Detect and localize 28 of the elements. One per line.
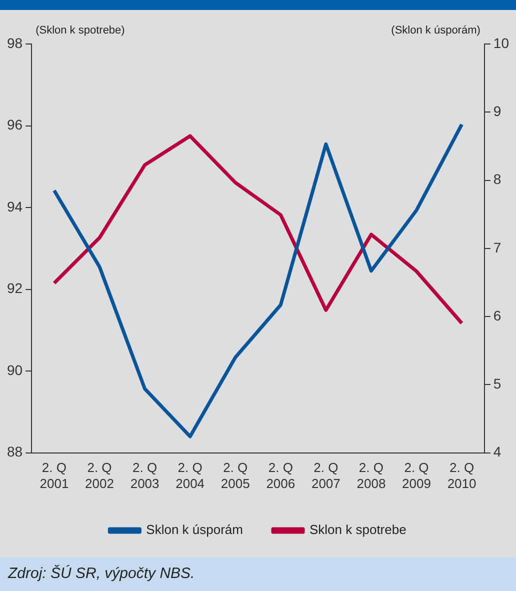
x-tick-label: 2. Q 2003	[130, 460, 160, 491]
text: Zdroj: ŠÚ SR, výpočty NBS.	[6, 564, 196, 582]
x-tick-label: 2. Q 2009	[402, 460, 431, 491]
x-tick-label: 2. Q 2006	[266, 460, 296, 491]
x-tick-label: 2. Q 2005	[220, 460, 250, 491]
x-tick-label: 2. Q 2001	[40, 460, 69, 491]
x-tick-label: 2. Q 2007	[311, 460, 340, 491]
y-tick-label: 92	[6, 280, 23, 296]
y-tick-label: 96	[6, 116, 23, 133]
y2-tick-label: 7	[493, 239, 502, 256]
y2-tick-label: 9	[493, 102, 502, 119]
legend-label: Sklon k spotrebe	[309, 522, 406, 538]
y-tick-label: 94	[6, 198, 23, 214]
x-tick-label: 2. Q 2008	[356, 460, 386, 491]
y-axis-title: (Sklon k spotrebe)	[36, 24, 125, 37]
y2-tick-label: 10	[493, 34, 510, 51]
x-tick-label: 2. Q 2010	[447, 460, 476, 491]
y-tick-label: 88	[6, 444, 23, 460]
x-tick-label: 2. Q 2002	[85, 460, 114, 491]
y2-tick-label: 6	[493, 307, 502, 324]
y2-tick-label: 4	[493, 444, 502, 460]
y-tick-label: 98	[6, 34, 23, 51]
y2-tick-label: 5	[493, 376, 502, 392]
legend-label: Sklon k úsporám	[146, 522, 243, 538]
y2-tick-label: 8	[493, 171, 502, 188]
y2-axis-title: (Sklon k úsporám)	[391, 24, 480, 37]
x-tick-label: 2. Q 2004	[176, 460, 205, 491]
y-tick-label: 90	[6, 362, 23, 378]
